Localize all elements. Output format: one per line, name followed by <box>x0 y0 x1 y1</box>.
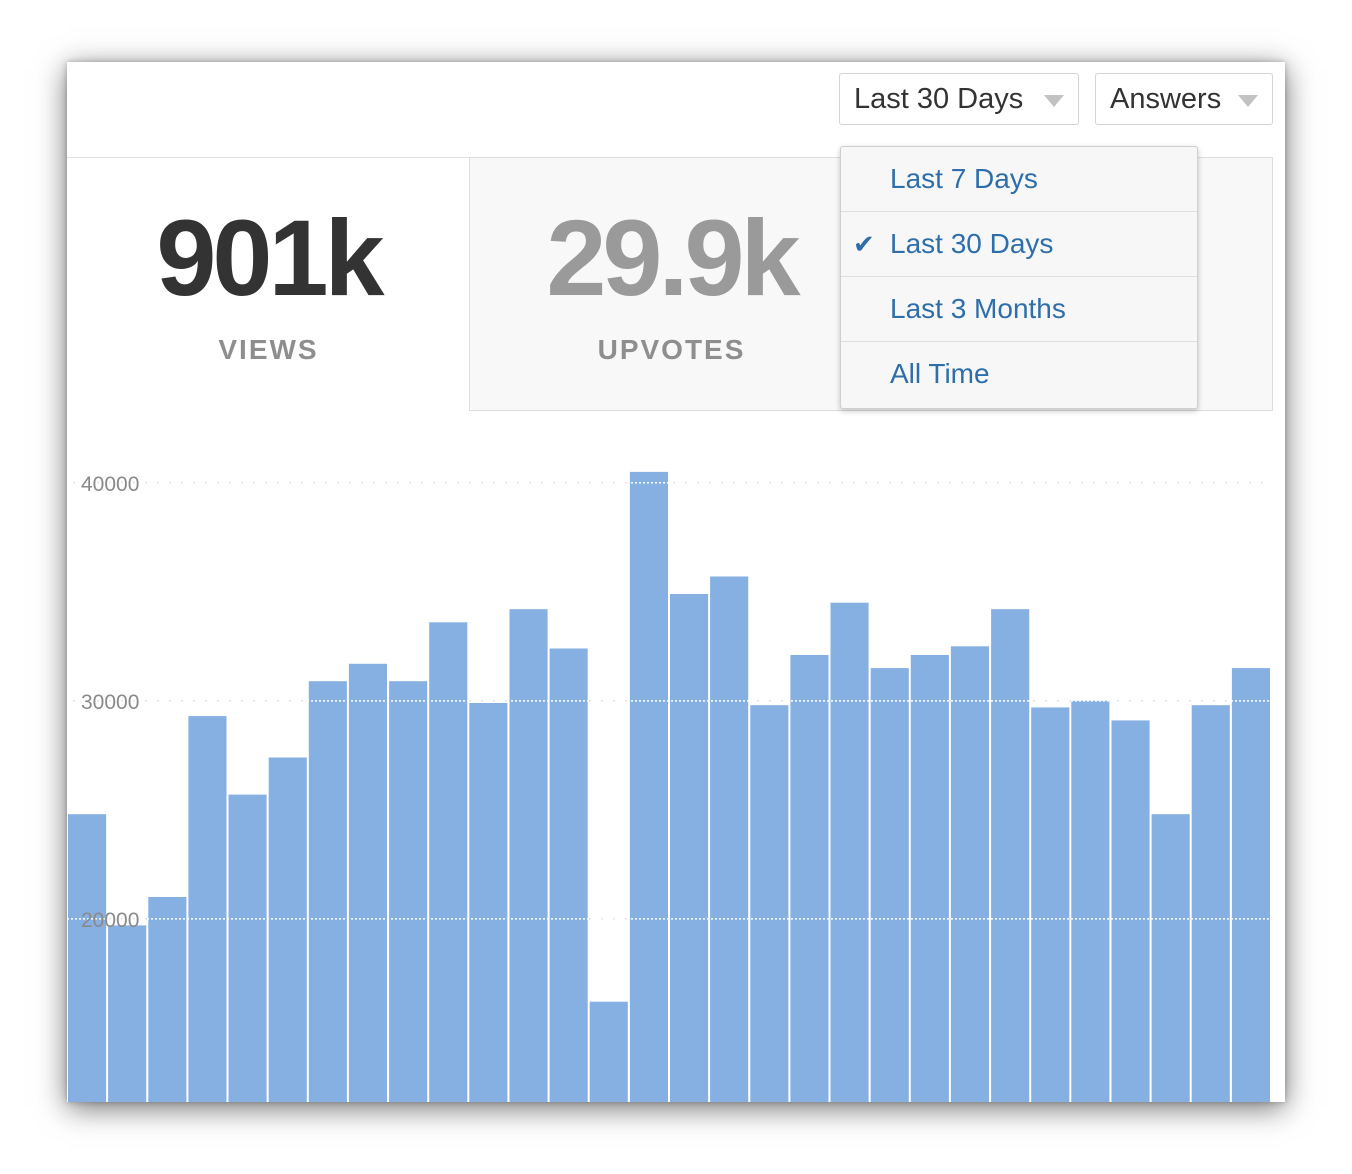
chart-bar <box>188 716 227 1102</box>
period-option-label: Last 7 Days <box>890 163 1038 194</box>
chart-bar <box>509 609 548 1102</box>
chart-bar <box>830 602 869 1102</box>
upvotes-label: UPVOTES <box>597 334 746 365</box>
chart-bar <box>228 794 267 1102</box>
chart-bar <box>348 663 387 1102</box>
chart-bar <box>108 925 147 1102</box>
chart-bar <box>750 705 789 1102</box>
chart-bar <box>1151 814 1190 1102</box>
period-option-label: Last 30 Days <box>890 228 1054 259</box>
chart-bar <box>308 681 347 1102</box>
content-type-select[interactable]: Answers <box>1095 73 1273 125</box>
chart-bar <box>469 703 508 1102</box>
period-option-last-3-months[interactable]: Last 3 Months <box>841 277 1197 342</box>
chart-bar <box>429 622 468 1102</box>
chart-bar <box>991 609 1030 1102</box>
period-option-label: All Time <box>890 358 990 389</box>
chevron-down-icon <box>1044 95 1064 107</box>
chart-bar <box>1191 705 1230 1102</box>
views-count: 901k <box>156 197 384 318</box>
period-select[interactable]: Last 30 Days <box>839 73 1079 125</box>
y-tick-label: 20000 <box>81 909 139 932</box>
upvotes-count: 29.9k <box>546 197 800 318</box>
chart-bar <box>389 681 428 1102</box>
stats-panel: Last 30 Days Answers 901k VIEWS 29.9k UP… <box>67 62 1285 1102</box>
chart-bar <box>1231 668 1270 1102</box>
views-stat-tab[interactable]: 901k VIEWS <box>67 157 470 411</box>
chart-bar <box>148 897 187 1102</box>
period-option-label: Last 3 Months <box>890 293 1066 324</box>
chart-bar <box>870 668 909 1102</box>
chart-bar <box>950 646 989 1102</box>
views-label: VIEWS <box>218 334 319 365</box>
chevron-down-icon <box>1238 95 1258 107</box>
period-select-value: Last 30 Days <box>854 82 1024 115</box>
chart-bar <box>549 648 588 1102</box>
chart-bar <box>629 471 668 1102</box>
checkmark-icon: ✔ <box>853 229 875 259</box>
chart-bar <box>1111 720 1150 1102</box>
period-dropdown-menu: Last 7 Days ✔ Last 30 Days Last 3 Months… <box>840 146 1198 409</box>
period-option-last-7-days[interactable]: Last 7 Days <box>841 147 1197 212</box>
chart-bar <box>589 1001 628 1102</box>
y-tick-label: 30000 <box>81 691 139 714</box>
chart-bar <box>790 655 829 1102</box>
period-option-last-30-days[interactable]: ✔ Last 30 Days <box>841 212 1197 277</box>
chart-bar <box>670 594 709 1102</box>
chart-bar <box>910 655 949 1102</box>
chart-bar <box>1031 707 1070 1102</box>
content-type-select-value: Answers <box>1110 82 1222 115</box>
period-option-all-time[interactable]: All Time <box>841 342 1197 407</box>
chart-bar <box>268 757 307 1102</box>
chart-bar <box>68 814 107 1102</box>
views-bar-chart: 20000 30000 40000 <box>67 471 1271 1102</box>
y-tick-label: 40000 <box>81 473 139 496</box>
chart-bar <box>710 576 749 1102</box>
chart-bar <box>1071 700 1110 1102</box>
